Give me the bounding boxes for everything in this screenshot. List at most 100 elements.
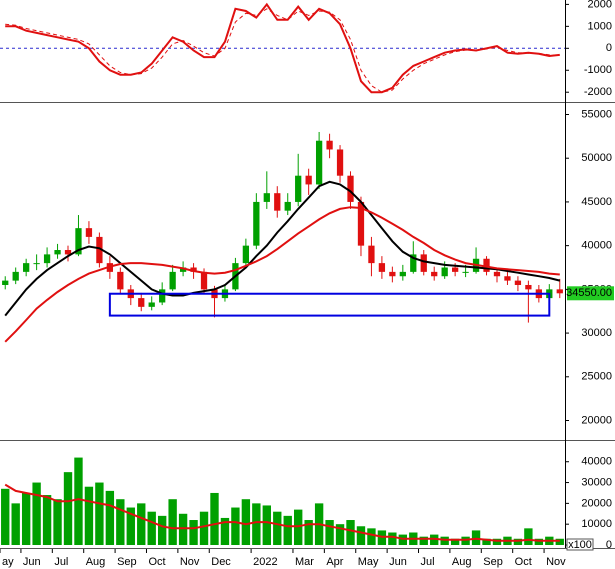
candle-body: [54, 250, 61, 255]
volume-bar: [53, 499, 62, 545]
volume-bar: [252, 503, 261, 545]
candle-body: [12, 271, 19, 281]
candle-body: [284, 201, 291, 211]
x-tick-label: Jul: [421, 556, 435, 568]
support-box: [108, 292, 551, 317]
y-tick-label: 40000: [581, 240, 612, 252]
candle-body: [96, 236, 103, 264]
volume-bar: [262, 505, 271, 545]
x-tick-label: Sep: [483, 556, 503, 568]
candle-body: [504, 276, 511, 281]
x-tick-label: Jun: [23, 556, 41, 568]
y-tick-label: 2000: [588, 0, 612, 10]
volume-bar: [63, 472, 73, 545]
x-tick-label: Mar: [295, 556, 314, 568]
candle-body: [378, 263, 386, 272]
x-tick-label: May: [358, 556, 379, 568]
volume-bar: [524, 528, 533, 545]
volume-bar: [74, 457, 83, 545]
volume-bar: [294, 509, 303, 545]
candle-body: [117, 271, 124, 290]
candle-body: [420, 254, 427, 272]
volume-bar: [346, 520, 355, 545]
volume-bar: [388, 532, 397, 545]
x-tick-label: Oct: [148, 556, 165, 568]
volume-bar: [210, 492, 219, 545]
volume-bar: [367, 528, 376, 545]
candle-body: [295, 175, 302, 202]
volume-bar: [178, 513, 188, 545]
x-tick-label: Dec: [211, 556, 231, 568]
y-tick-label: 10000: [581, 518, 612, 530]
volume-bar: [21, 492, 31, 545]
volume-bar: [126, 507, 135, 545]
candle-body: [315, 140, 323, 185]
candle-body: [75, 228, 82, 255]
volume-bar: [335, 524, 345, 545]
x-tick-label: Sep: [117, 556, 137, 568]
y-tick-label: 40000: [581, 456, 612, 468]
volume-bar: [440, 536, 449, 545]
line-series: [5, 2, 560, 94]
volume-bar: [482, 538, 491, 545]
candle-body: [399, 271, 406, 277]
volume-bar: [534, 538, 544, 545]
candle-body: [347, 175, 354, 202]
candle-body: [483, 258, 490, 272]
candle-body: [493, 271, 501, 277]
candle-body: [326, 140, 333, 150]
volume-bar: [105, 490, 115, 545]
y-tick-label: 20000: [581, 497, 612, 509]
unit-box: [566, 538, 594, 551]
volume-bar: [231, 507, 240, 545]
line-series: [4, 180, 561, 317]
candle-body: [253, 201, 260, 246]
volume-bar: [199, 511, 209, 545]
candle-body: [274, 193, 281, 211]
candle-body: [2, 280, 9, 285]
candle-body: [179, 267, 187, 272]
candle-body: [159, 289, 166, 303]
volume-bar: [471, 530, 481, 545]
candle-body: [305, 175, 312, 185]
candle-body: [148, 302, 155, 307]
x-tick-label: Apr: [326, 556, 343, 568]
x-tick-label: Nov: [180, 556, 200, 568]
volume-bar: [325, 520, 334, 545]
x-tick-label: Oct: [515, 556, 532, 568]
candle-body: [336, 149, 344, 176]
volume-bar: [273, 511, 282, 545]
x-tick-label: ay: [2, 556, 14, 568]
x-tick-label: Aug: [86, 556, 106, 568]
candle-body: [556, 289, 563, 294]
line-series: [5, 8, 560, 93]
volume-bar: [304, 520, 313, 545]
candle-body: [389, 271, 396, 277]
candle-body: [410, 254, 417, 272]
y-tick-label: 20000: [581, 414, 612, 426]
volume-bar: [11, 503, 20, 545]
volume-bar: [241, 499, 251, 545]
volume-bar: [461, 536, 470, 545]
volume-bar: [168, 499, 177, 545]
candle-body: [368, 245, 375, 264]
volume-bar: [116, 499, 125, 545]
volume-bar: [450, 538, 460, 545]
y-tick-label: -2000: [584, 86, 612, 98]
candle-body: [169, 271, 176, 290]
candle-body: [43, 254, 51, 264]
volume-bar: [555, 538, 564, 545]
volume-bar: [42, 495, 52, 545]
candle-body: [190, 267, 197, 272]
x-tick-label: Jul: [54, 556, 68, 568]
y-tick-label: 0: [606, 42, 612, 54]
y-tick-label: 25000: [581, 371, 612, 383]
volume-bar: [32, 482, 41, 545]
candle-body: [64, 250, 72, 255]
last-price-label: 34550.00: [566, 287, 612, 299]
volume-bar: [283, 515, 292, 545]
y-tick-label: 30000: [581, 327, 612, 339]
candle-body: [85, 228, 93, 237]
x-tick-label: Aug: [452, 556, 472, 568]
